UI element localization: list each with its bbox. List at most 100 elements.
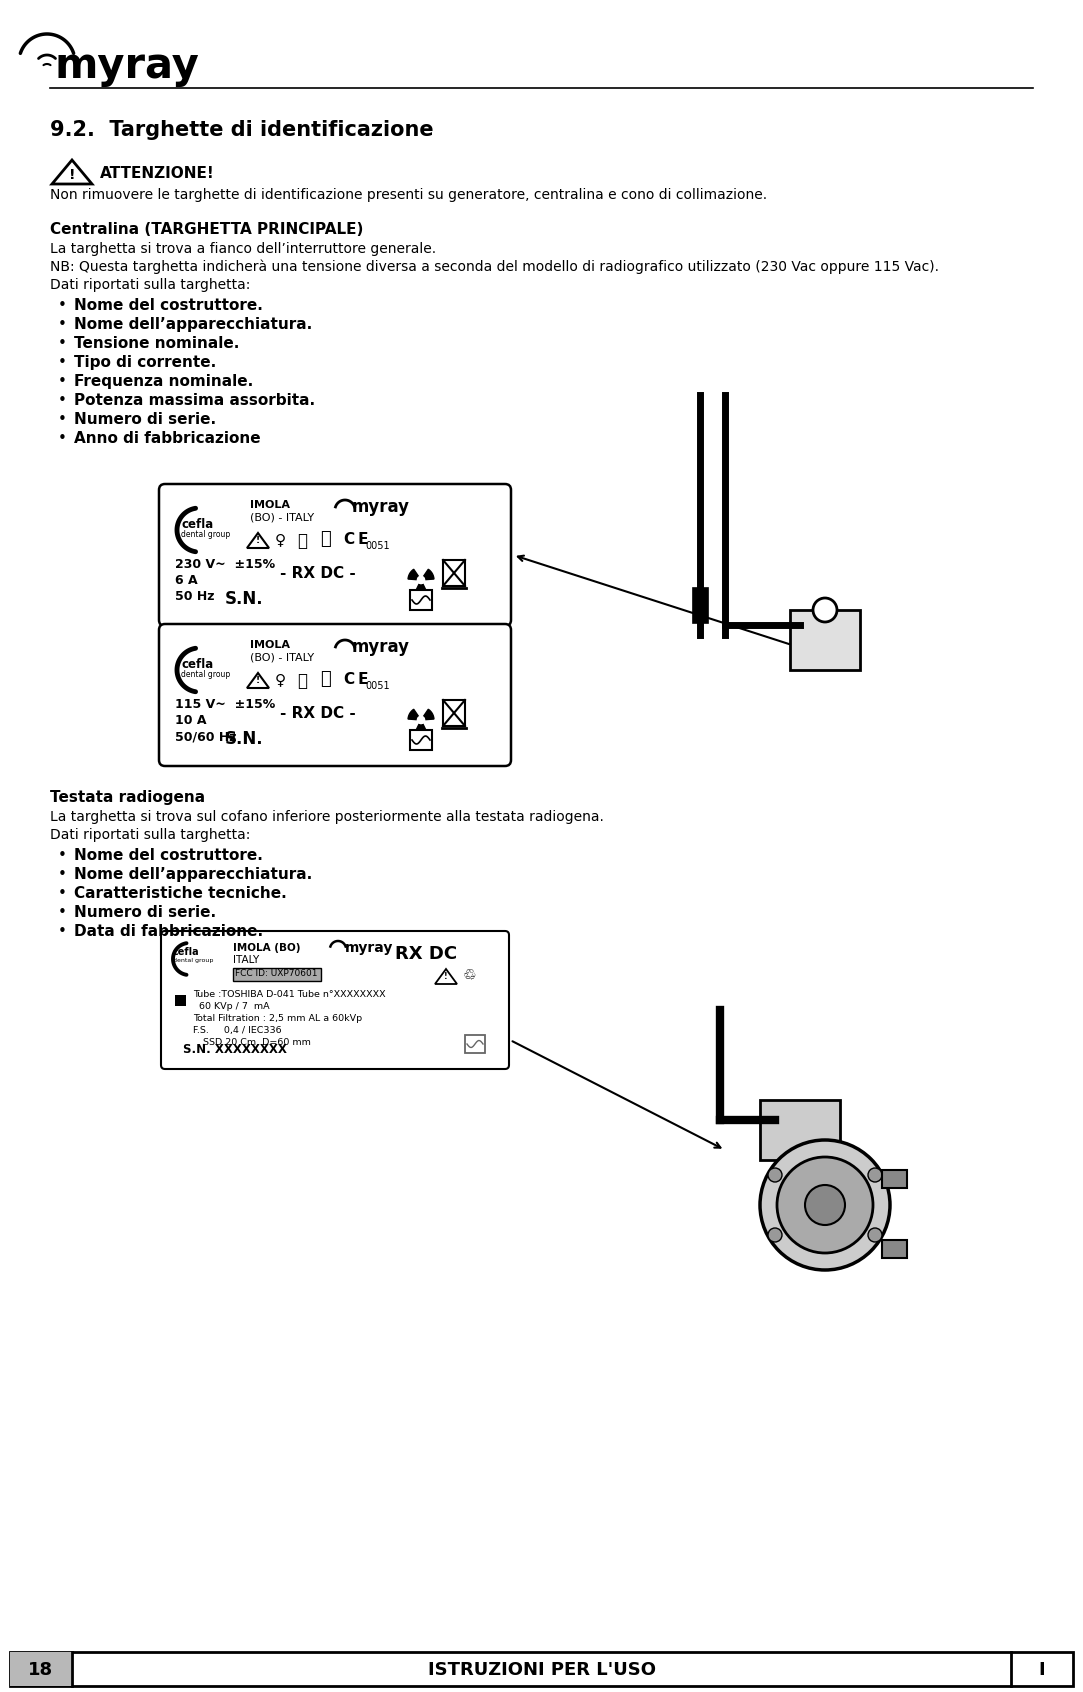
Text: myray: myray [352,638,410,656]
Text: IMOLA: IMOLA [250,640,290,650]
FancyBboxPatch shape [159,624,511,766]
Text: S.N. XXXXXXXX: S.N. XXXXXXXX [183,1042,287,1056]
Text: IMOLA: IMOLA [250,501,290,509]
Text: 115 V~  ±15%: 115 V~ ±15% [175,699,275,711]
Circle shape [417,716,425,724]
Text: Non rimuovere le targhette di identificazione presenti su generatore, centralina: Non rimuovere le targhette di identifica… [50,188,767,201]
Text: Nome dell’apparecchiatura.: Nome dell’apparecchiatura. [74,316,312,332]
Text: Anno di fabbricazione: Anno di fabbricazione [74,431,261,447]
Text: •: • [58,887,67,902]
Text: •: • [58,848,67,863]
Text: Total Filtration : 2,5 mm AL a 60kVp: Total Filtration : 2,5 mm AL a 60kVp [193,1014,362,1024]
Text: Dati riportati sulla targhetta:: Dati riportati sulla targhetta: [50,277,250,293]
Bar [10,1651,71,1685]
Text: IMOLA (BO): IMOLA (BO) [233,942,300,953]
Text: Ⓢ: Ⓢ [319,670,330,689]
Bar [233,968,321,981]
Text: 230 V~  ±15%: 230 V~ ±15% [175,558,275,570]
Text: Potenza massima assorbita.: Potenza massima assorbita. [74,393,315,408]
Bar [175,995,186,1007]
Polygon shape [435,970,457,985]
Text: Nome dell’apparecchiatura.: Nome dell’apparecchiatura. [74,866,312,882]
Text: - RX DC -: - RX DC - [280,706,355,721]
Text: •: • [58,316,67,332]
Text: ♀: ♀ [275,531,286,547]
Text: 50 Hz: 50 Hz [175,591,214,602]
Text: F.S.     0,4 / IEC336: F.S. 0,4 / IEC336 [193,1025,282,1036]
Text: Ⓢ: Ⓢ [319,530,330,548]
Text: •: • [58,411,67,426]
Text: NB: Questa targhetta indicherà una tensione diversa a seconda del modello di rad: NB: Questa targhetta indicherà una tensi… [50,261,939,274]
Text: - RX DC -: - RX DC - [280,567,355,580]
Text: myray: myray [55,46,200,86]
Text: S.N.: S.N. [225,591,263,607]
Text: La targhetta si trova sul cofano inferiore posteriormente alla testata radiogena: La targhetta si trova sul cofano inferio… [50,810,604,824]
Text: •: • [58,924,67,939]
Bar [465,1036,485,1052]
Bar [443,700,465,726]
Text: Dati riportati sulla targhetta:: Dati riportati sulla targhetta: [50,827,250,843]
Text: dental group: dental group [181,670,231,678]
Text: myray: myray [352,497,410,516]
Text: 60 KVp / 7  mA: 60 KVp / 7 mA [193,1002,270,1012]
Text: Numero di serie.: Numero di serie. [74,905,217,920]
Circle shape [813,597,837,623]
Text: !: ! [68,168,75,183]
Polygon shape [247,533,269,548]
Text: ITALY: ITALY [233,954,259,964]
Circle shape [805,1184,845,1225]
Circle shape [768,1228,782,1242]
Text: Tensione nominale.: Tensione nominale. [74,337,239,350]
Text: Nome del costruttore.: Nome del costruttore. [74,848,263,863]
Text: 18: 18 [28,1662,53,1678]
Circle shape [417,575,425,584]
Polygon shape [408,709,418,719]
Text: •: • [58,374,67,389]
Text: FCC ID: UXP70601: FCC ID: UXP70601 [235,970,317,978]
FancyBboxPatch shape [161,931,509,1069]
Text: cefla: cefla [181,518,213,531]
FancyBboxPatch shape [159,484,511,626]
Text: (BO) - ITALY: (BO) - ITALY [250,651,314,662]
Bar [410,591,432,611]
Text: Caratteristiche tecniche.: Caratteristiche tecniche. [74,887,287,902]
Text: Tube :TOSHIBA D-041 Tube n°XXXXXXXX: Tube :TOSHIBA D-041 Tube n°XXXXXXXX [193,990,386,998]
Circle shape [407,706,435,734]
Polygon shape [416,724,427,733]
Circle shape [777,1157,873,1254]
Text: •: • [58,393,67,408]
Text: 9.2.  Targhette di identificazione: 9.2. Targhette di identificazione [50,120,433,140]
Text: (BO) - ITALY: (BO) - ITALY [250,513,314,523]
Text: 6 A: 6 A [175,574,197,587]
Text: !: ! [256,677,260,685]
Bar [790,611,860,670]
Text: Data di fabbricazione.: Data di fabbricazione. [74,924,263,939]
Text: ♲: ♲ [464,968,477,983]
Bar [410,729,432,750]
Circle shape [760,1140,890,1271]
Text: La targhetta si trova a fianco dell’interruttore generale.: La targhetta si trova a fianco dell’inte… [50,242,436,255]
Text: myray: myray [345,941,393,954]
Text: dental group: dental group [173,958,213,963]
Text: •: • [58,866,67,882]
Text: C E: C E [344,531,368,547]
Bar [10,1651,1073,1685]
Text: Centralina (TARGHETTA PRINCIPALE): Centralina (TARGHETTA PRINCIPALE) [50,222,364,237]
Text: •: • [58,355,67,371]
Polygon shape [416,584,427,592]
Text: cefla: cefla [181,658,213,672]
Text: •: • [58,905,67,920]
Text: S.N.: S.N. [225,729,263,748]
Text: ⓨ: ⓨ [297,531,306,550]
Text: !: ! [444,971,447,981]
Polygon shape [52,161,92,184]
Text: •: • [58,298,67,313]
Text: ⓨ: ⓨ [297,672,306,690]
Circle shape [867,1167,882,1183]
Text: Tipo di corrente.: Tipo di corrente. [74,355,217,371]
Text: RX DC: RX DC [395,946,457,963]
Polygon shape [408,569,418,580]
Text: Testata radiogena: Testata radiogena [50,790,205,805]
Text: C E: C E [344,672,368,687]
Text: 10 A: 10 A [175,714,207,728]
